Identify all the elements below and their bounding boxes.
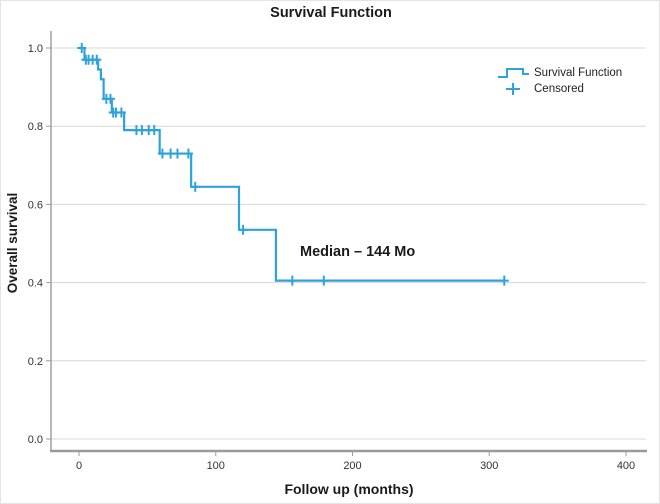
x-tick-label: 100: [207, 460, 225, 472]
x-tick-label: 400: [617, 460, 635, 472]
legend-item-survival-function: Survival Function: [497, 65, 622, 81]
x-tick-label: 200: [343, 460, 361, 472]
y-tick-label: 0.0: [28, 434, 43, 446]
x-tick-label: 0: [76, 460, 82, 472]
y-axis-title: Overall survival: [5, 192, 20, 294]
survival-curve: [79, 46, 505, 282]
y-tick-label: 0.8: [28, 121, 43, 133]
legend-item-censored: Censored: [497, 81, 622, 97]
legend-label: Survival Function: [534, 67, 623, 79]
chart-title: Survival Function: [270, 5, 392, 21]
step-line-icon: [498, 68, 529, 78]
legend: Survival Function Censored: [497, 65, 622, 97]
y-tick-label: 0.2: [28, 356, 43, 368]
y-tick-label: 0.4: [28, 278, 43, 290]
legend-label: Censored: [534, 83, 584, 95]
x-axis-title: Follow up (months): [284, 481, 414, 497]
median-annotation: Median – 144 Mo: [300, 244, 416, 260]
y-tick-label: 0.6: [28, 199, 43, 211]
plus-icon: [506, 83, 520, 95]
y-tick-label: 1.0: [28, 43, 43, 55]
x-tick-label: 300: [480, 460, 498, 472]
